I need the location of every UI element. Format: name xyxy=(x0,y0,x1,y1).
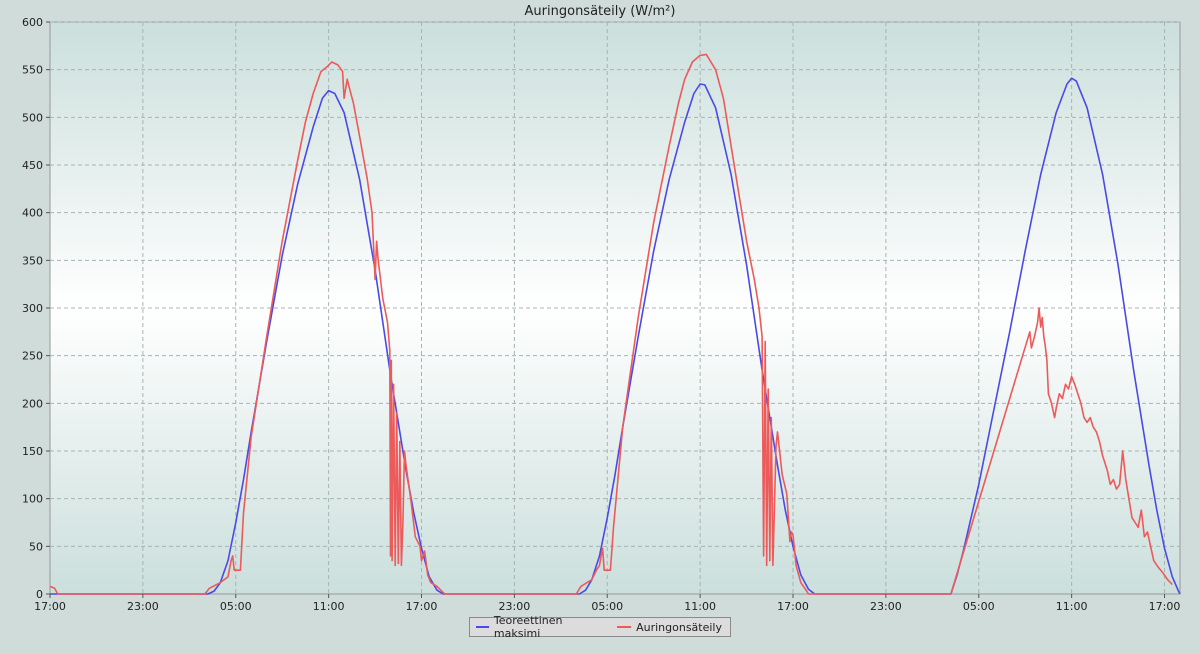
y-tick-label: 100 xyxy=(22,493,43,506)
y-tick-label: 400 xyxy=(22,207,43,220)
x-tick-label: 05:00 xyxy=(220,600,252,613)
legend: Teoreettinen maksimi Auringonsäteily xyxy=(469,614,731,640)
x-tick-label: 11:00 xyxy=(1056,600,1088,613)
axis-layer: 0 50 100 150 200 250 300 350 400 450 500 550 600 17:0… xyxy=(22,16,1180,613)
grid-layer xyxy=(50,21,1180,594)
legend-swatch-radiation xyxy=(617,626,632,628)
x-tick-label: 23:00 xyxy=(499,600,531,613)
series-line-theoretical xyxy=(50,77,1181,595)
y-tick-label: 250 xyxy=(22,350,43,363)
y-tick-label: 0 xyxy=(36,588,43,601)
series-line-radiation xyxy=(49,53,1173,595)
y-tick-label: 500 xyxy=(22,111,43,124)
series-layer xyxy=(49,53,1181,595)
x-tick-label: 17:00 xyxy=(406,600,438,613)
x-tick-label: 11:00 xyxy=(313,600,345,613)
y-tick-label: 600 xyxy=(22,16,43,29)
y-tick-label: 550 xyxy=(22,64,43,77)
y-tick-label: 150 xyxy=(22,445,43,458)
x-tick-label: 17:00 xyxy=(777,600,809,613)
y-tick-label: 350 xyxy=(22,254,43,267)
y-tick-label: 300 xyxy=(22,302,43,315)
x-tick-label: 17:00 xyxy=(34,600,66,613)
chart-title: Auringonsäteily (W/m²) xyxy=(525,4,676,19)
x-tick-label: 23:00 xyxy=(870,600,902,613)
y-tick-label: 50 xyxy=(29,540,43,553)
legend-label-radiation: Auringonsäteily xyxy=(636,620,722,634)
legend-item-radiation: Auringonsäteily xyxy=(617,621,722,634)
legend-label-theoretical: Teoreettinen maksimi xyxy=(493,614,563,640)
x-tick-label: 23:00 xyxy=(127,600,159,613)
legend-swatch-theoretical xyxy=(476,626,489,628)
y-tick-label: 200 xyxy=(22,397,43,410)
x-tick-label: 05:00 xyxy=(591,600,623,613)
y-tick-label: 450 xyxy=(22,159,43,172)
x-tick-label: 05:00 xyxy=(963,600,995,613)
x-tick-label: 11:00 xyxy=(684,600,716,613)
x-tick-label: 17:00 xyxy=(1149,600,1181,613)
legend-item-theoretical: Teoreettinen maksimi xyxy=(476,614,603,640)
